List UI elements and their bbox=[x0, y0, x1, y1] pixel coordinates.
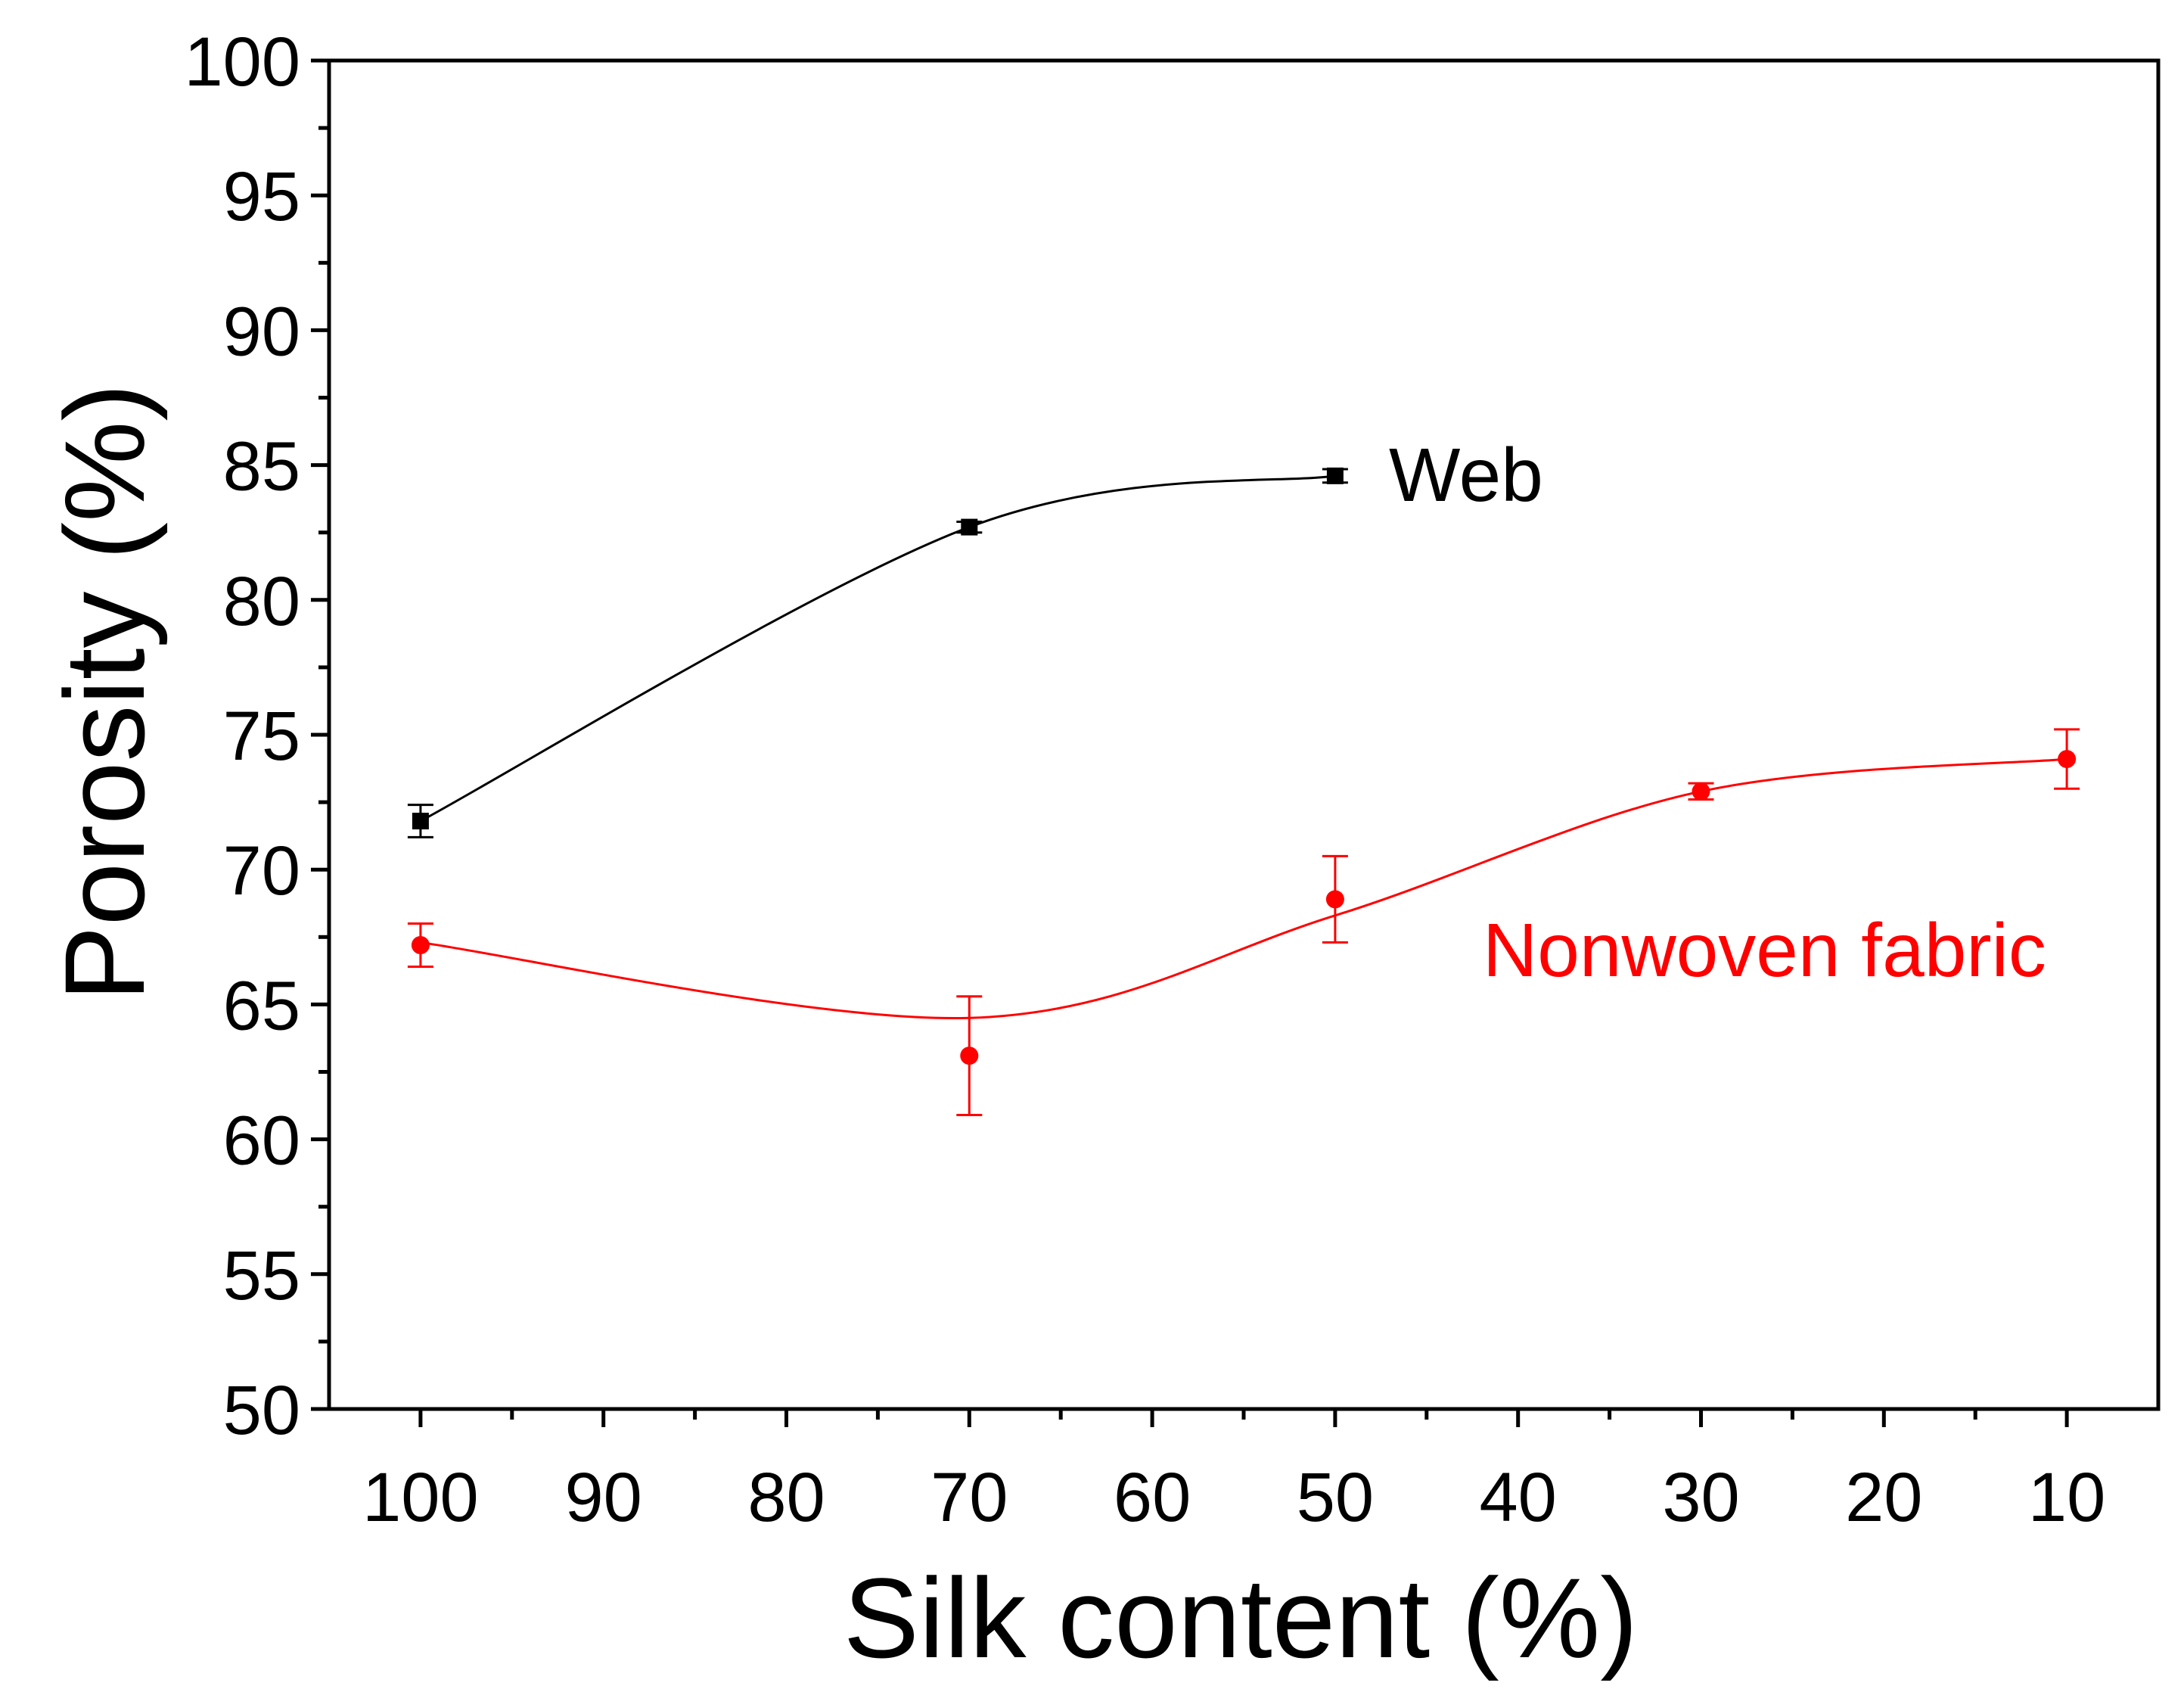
x-tick-label: 90 bbox=[565, 1459, 642, 1536]
x-tick-label: 70 bbox=[930, 1459, 1008, 1536]
series-line bbox=[420, 474, 1336, 823]
x-tick-label: 100 bbox=[362, 1459, 479, 1536]
y-tick-label: 100 bbox=[185, 23, 301, 101]
series-web bbox=[407, 467, 1348, 838]
series-line bbox=[420, 757, 2067, 1020]
axis-ticks bbox=[311, 58, 2069, 1427]
tick-labels: 50 55 60 65 70 75 80 85 90 95 100 100 90 80 70 60 50 40 30… bbox=[185, 23, 2106, 1536]
data-point bbox=[1325, 890, 1344, 909]
series-nonwoven-fabric bbox=[407, 728, 2080, 1117]
data-point bbox=[411, 935, 430, 954]
y-tick-label: 95 bbox=[223, 158, 300, 235]
y-tick-label: 65 bbox=[223, 967, 300, 1044]
y-tick-label: 90 bbox=[223, 293, 300, 370]
y-tick-label: 85 bbox=[223, 428, 300, 505]
y-tick-label: 75 bbox=[223, 698, 300, 775]
data-series bbox=[407, 467, 2080, 1117]
x-axis-title: Silk content (%) bbox=[843, 1554, 1638, 1681]
data-point bbox=[1692, 782, 1710, 801]
y-tick-label: 55 bbox=[223, 1237, 300, 1314]
x-tick-label: 50 bbox=[1297, 1459, 1374, 1536]
x-tick-label: 30 bbox=[1662, 1459, 1739, 1536]
x-tick-label: 60 bbox=[1114, 1459, 1191, 1536]
plot-frame bbox=[327, 58, 2161, 1411]
y-tick-label: 80 bbox=[223, 563, 300, 640]
data-point bbox=[1326, 467, 1344, 484]
y-tick-label: 50 bbox=[223, 1372, 300, 1449]
x-tick-label: 80 bbox=[747, 1459, 825, 1536]
data-point bbox=[2058, 750, 2077, 769]
x-tick-label: 10 bbox=[2028, 1459, 2105, 1536]
y-tick-label: 70 bbox=[223, 832, 300, 910]
series-label-nonwoven-fabric: Nonwoven fabric bbox=[1483, 908, 2046, 993]
y-axis-title: Porosity (%) bbox=[41, 384, 168, 1002]
y-tick-label: 60 bbox=[223, 1103, 300, 1180]
x-tick-label: 40 bbox=[1480, 1459, 1557, 1536]
data-point bbox=[961, 518, 978, 536]
data-point bbox=[960, 1047, 979, 1065]
x-tick-label: 20 bbox=[1845, 1459, 1922, 1536]
data-point bbox=[412, 813, 429, 830]
series-label-web: Web bbox=[1389, 433, 1543, 518]
